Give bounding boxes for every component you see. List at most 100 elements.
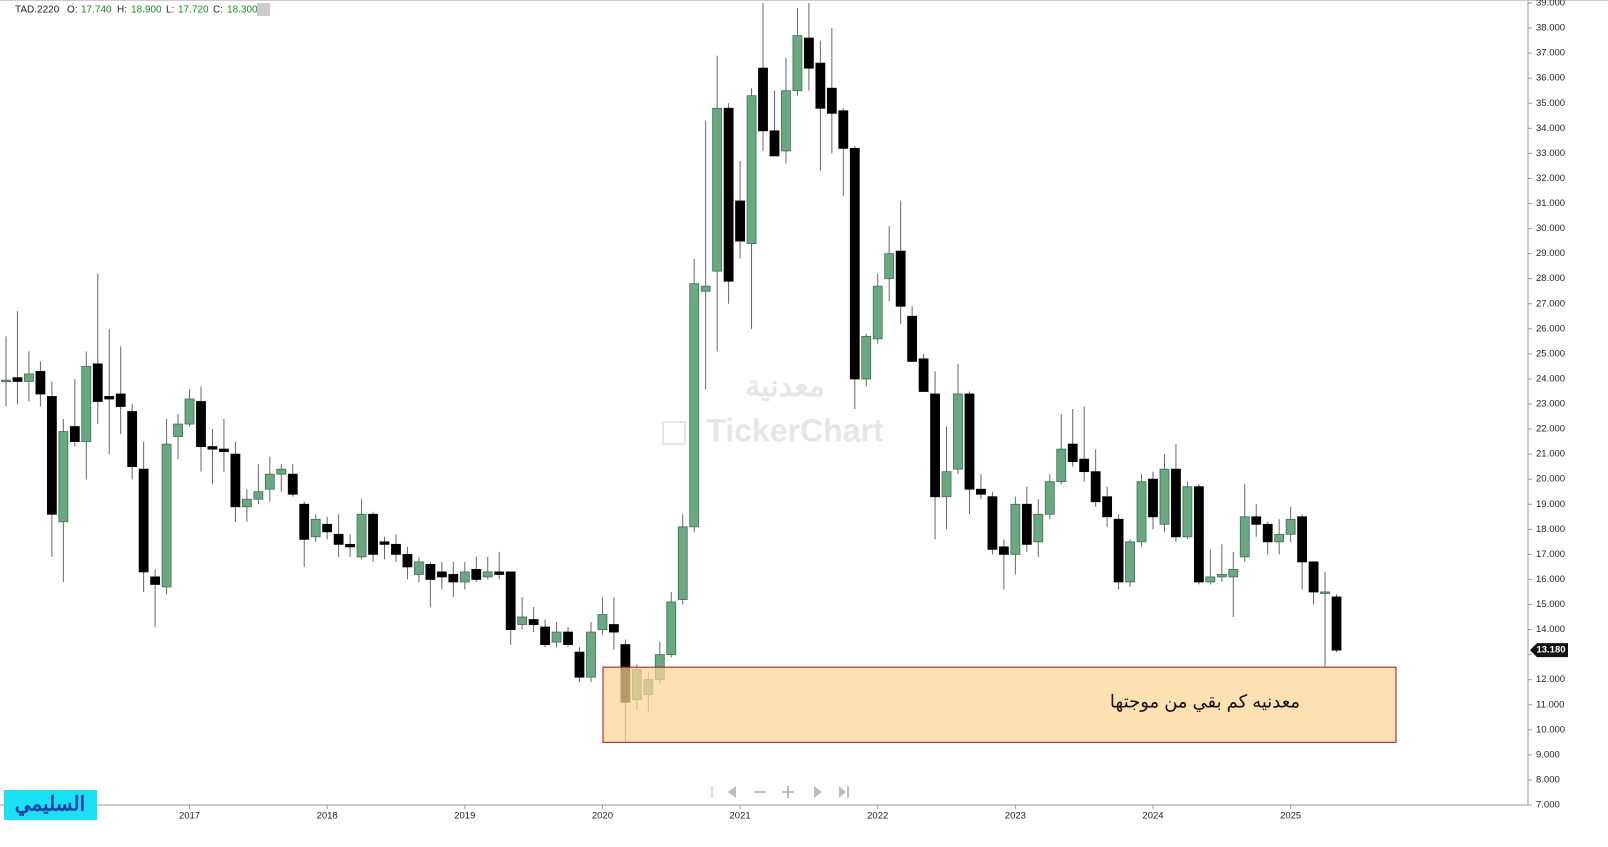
candle-body xyxy=(998,546,1009,555)
x-tick-label: 2022 xyxy=(867,811,888,822)
candle-body xyxy=(861,335,872,380)
candle-body xyxy=(81,366,92,442)
candle-body xyxy=(58,431,69,523)
candle-body xyxy=(1182,486,1193,538)
candle-body xyxy=(735,200,745,242)
x-tick-label: 2024 xyxy=(1142,811,1163,822)
y-tick-label: 8.000 xyxy=(1536,774,1560,785)
candle-body xyxy=(987,496,998,550)
candle-body xyxy=(528,619,539,625)
header-key: O: xyxy=(67,5,78,16)
candle-body xyxy=(414,561,424,575)
candle-body xyxy=(35,371,46,395)
candle-body xyxy=(1262,523,1273,543)
candle-body xyxy=(953,393,963,470)
nav-back[interactable] xyxy=(728,786,736,798)
y-tick-label: 30.000 xyxy=(1536,223,1565,234)
y-tick-label: 28.000 xyxy=(1536,273,1565,284)
y-tick-label: 16.000 xyxy=(1536,574,1565,585)
candle-body xyxy=(299,503,310,540)
candle-body xyxy=(1148,478,1158,518)
candle-body xyxy=(310,518,321,538)
candle-body xyxy=(712,107,723,272)
y-tick-label: 29.000 xyxy=(1536,248,1565,259)
y-tick-label: 21.000 xyxy=(1536,449,1565,460)
candle-body xyxy=(907,315,918,362)
candle-body xyxy=(368,513,378,555)
nav-forward[interactable] xyxy=(814,786,822,798)
candle-body xyxy=(46,396,57,515)
candle-body xyxy=(781,90,791,152)
candle-body xyxy=(12,377,23,382)
candle-body xyxy=(838,110,849,149)
header-key: L: xyxy=(166,5,174,16)
watermark-name: معدنية xyxy=(745,370,825,403)
y-tick-label: 39.000 xyxy=(1536,0,1565,9)
candle-body xyxy=(1,379,11,383)
candle-body xyxy=(1331,596,1342,651)
candle-body xyxy=(207,446,218,450)
candle-body xyxy=(1193,486,1204,583)
x-tick-label: 2018 xyxy=(317,811,338,822)
candle-body xyxy=(1205,576,1216,583)
candle-body xyxy=(1021,503,1032,545)
candle-body xyxy=(471,569,482,580)
candle-body xyxy=(322,523,333,533)
candle-body xyxy=(24,373,34,382)
candle-body xyxy=(700,285,711,292)
y-tick-label: 25.000 xyxy=(1536,348,1565,359)
candle-body xyxy=(769,130,780,157)
candle-body xyxy=(138,468,149,573)
candle-body xyxy=(1297,516,1308,563)
candle-body xyxy=(356,513,367,558)
candle-body xyxy=(597,614,608,630)
last-price-marker xyxy=(1530,643,1568,658)
candle-body xyxy=(241,498,252,508)
nav-zoom-in[interactable] xyxy=(782,786,794,798)
x-tick-label: 2020 xyxy=(592,811,613,822)
candle-body xyxy=(425,564,436,580)
candle-body xyxy=(723,107,734,282)
candle-body xyxy=(872,285,883,340)
plot: 7.0008.0009.00010.00011.00012.00013.0001… xyxy=(0,0,1608,822)
signature: السليمي xyxy=(15,793,85,816)
nav-zoom-out[interactable] xyxy=(754,791,766,793)
candle-body xyxy=(333,533,344,545)
candle-body xyxy=(482,571,493,578)
candle-body xyxy=(1320,591,1330,594)
header-value: 17.740 xyxy=(81,5,112,16)
candle-body xyxy=(494,571,505,575)
candle-body xyxy=(609,624,619,633)
candle-body xyxy=(1171,468,1181,538)
candle-body xyxy=(941,471,952,498)
y-tick-label: 19.000 xyxy=(1536,499,1565,510)
nav-controls[interactable] xyxy=(711,786,849,798)
candle-body xyxy=(264,473,275,490)
candle-body xyxy=(127,411,138,468)
header-value: 17.720 xyxy=(178,5,209,16)
candle-body xyxy=(1239,516,1250,558)
nav-end[interactable] xyxy=(839,786,849,798)
candle-body xyxy=(1216,574,1227,578)
candle-body xyxy=(1102,496,1113,518)
candle-body xyxy=(976,488,986,495)
watermark-logo xyxy=(662,421,686,445)
candle-body xyxy=(345,543,356,548)
header-key: H: xyxy=(117,5,127,16)
candle-body xyxy=(1251,516,1262,525)
candle-body xyxy=(1308,561,1319,593)
candle-body xyxy=(173,423,183,437)
x-tick-label: 2019 xyxy=(454,811,475,822)
candle-body xyxy=(184,398,195,425)
candle-body xyxy=(115,393,126,407)
candle-body xyxy=(574,651,585,678)
candle-body xyxy=(196,401,206,448)
y-tick-label: 38.000 xyxy=(1536,23,1565,34)
y-tick-label: 23.000 xyxy=(1536,399,1565,410)
candle-body xyxy=(161,443,172,588)
header-key: C: xyxy=(213,5,223,16)
y-tick-label: 18.000 xyxy=(1536,524,1565,535)
candle-body xyxy=(563,631,573,645)
y-tick-label: 11.000 xyxy=(1536,699,1564,710)
